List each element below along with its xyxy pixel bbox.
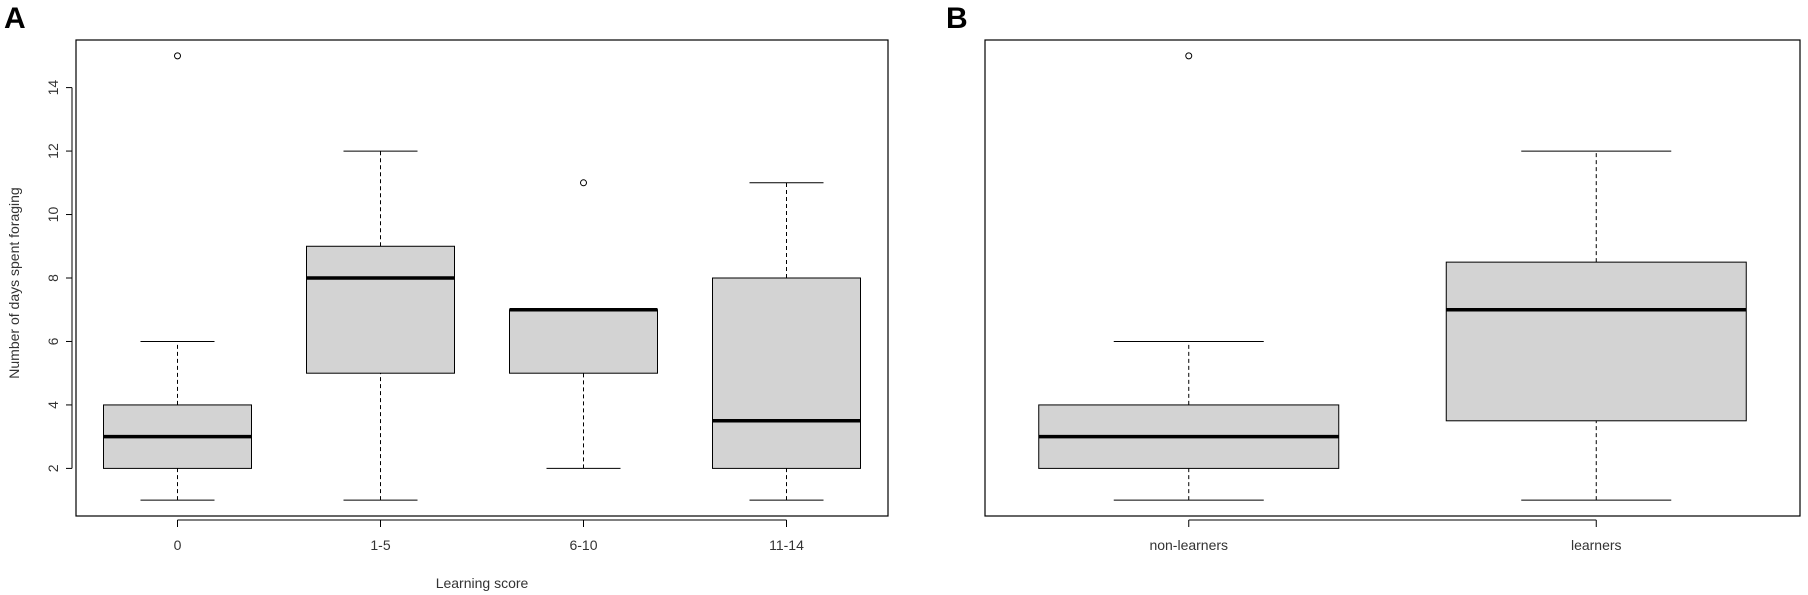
outlier-point [580,179,587,187]
panel-label-a: A [4,2,26,35]
chart-b: non-learners learners [984,39,1801,553]
outlier-point [174,52,181,60]
x-axis-label-a: Learning score [436,575,529,591]
x-tick-label: 6-10 [569,537,597,553]
y-tick-label: 10 [45,207,61,223]
y-axis-label-a: Number of days spent foraging [6,187,22,378]
panel-label-b: B [946,2,968,35]
box-iqr [509,309,658,374]
box-iqr [1445,261,1747,422]
y-tick-label: 8 [45,274,61,282]
outlier-point [1185,52,1193,60]
box-iqr [306,245,455,374]
chart-a: 2 4 6 8 10 12 14 0 1-5 6-10 11-14 [45,39,889,553]
y-tick-label: 4 [45,401,61,409]
y-tick-label: 2 [45,464,61,472]
y-tick-label: 12 [45,143,61,159]
x-tick-label: non-learners [1149,537,1228,553]
x-tick-label: 1-5 [370,537,390,553]
y-tick-label: 14 [45,80,61,96]
plot-frame [75,39,889,517]
x-tick-label: learners [1571,537,1622,553]
x-tick-label: 11-14 [769,537,804,553]
x-tick-label: 0 [174,537,182,553]
box-iqr [712,277,861,469]
plot-frame [984,39,1801,517]
y-tick-label: 6 [45,337,61,345]
